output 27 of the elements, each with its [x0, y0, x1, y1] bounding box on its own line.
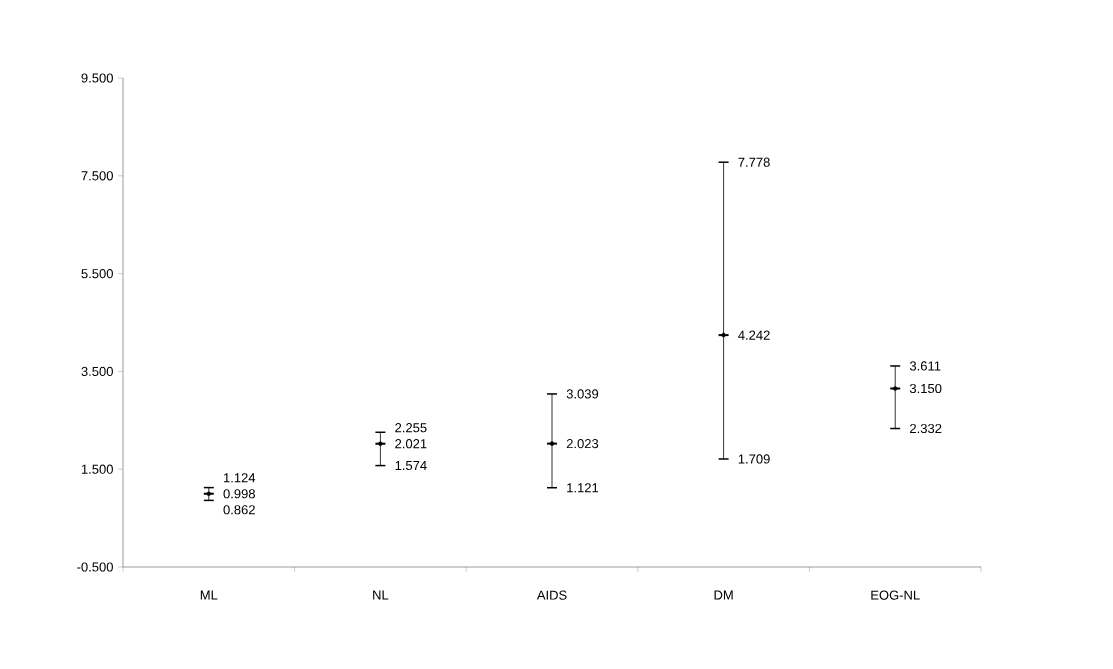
y-tick-label: -0.500: [77, 562, 113, 572]
data-label: 2.021: [395, 439, 427, 449]
annotation: 3.039: [566, 389, 599, 399]
x-tick-label: AIDS: [536, 590, 567, 600]
annotation: 2.332: [910, 423, 942, 434]
y-tick-label: 7.500: [81, 171, 113, 181]
annotation: 7.778: [738, 157, 770, 167]
y-tick-label: 9.500: [81, 73, 113, 83]
annotation: 1.709: [738, 454, 770, 464]
data-label: 0.998: [223, 489, 255, 499]
data-label: 4.242: [738, 330, 770, 340]
annotation: 1.121: [567, 483, 599, 493]
point: [721, 332, 726, 338]
y-tick-label: 5.500: [81, 268, 113, 279]
annotation: 1.574: [395, 461, 427, 471]
y-tick-label: 3.500: [81, 366, 113, 376]
y-tick-label: 1.500: [81, 464, 113, 474]
x-tick-label: NL: [373, 590, 389, 600]
data-label: 3.150: [909, 383, 942, 394]
annotation: 3.611: [909, 361, 941, 371]
x-tick-label: ML: [200, 590, 218, 600]
x-tick-label: DM: [714, 590, 733, 600]
annotation: 2.255: [395, 423, 427, 433]
annotation: 1.124: [223, 473, 256, 483]
annotation: 0.862: [223, 505, 255, 515]
data-label: 2.023: [566, 439, 599, 449]
x-tick-label: EOG-NL: [871, 590, 920, 600]
